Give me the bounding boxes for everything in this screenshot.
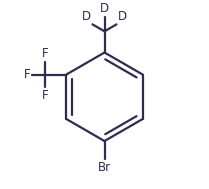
Text: D: D xyxy=(82,10,91,23)
Text: D: D xyxy=(100,2,109,15)
Text: D: D xyxy=(118,10,127,23)
Text: Br: Br xyxy=(98,161,111,174)
Text: F: F xyxy=(42,89,48,102)
Text: F: F xyxy=(42,47,48,60)
Text: F: F xyxy=(24,68,31,81)
